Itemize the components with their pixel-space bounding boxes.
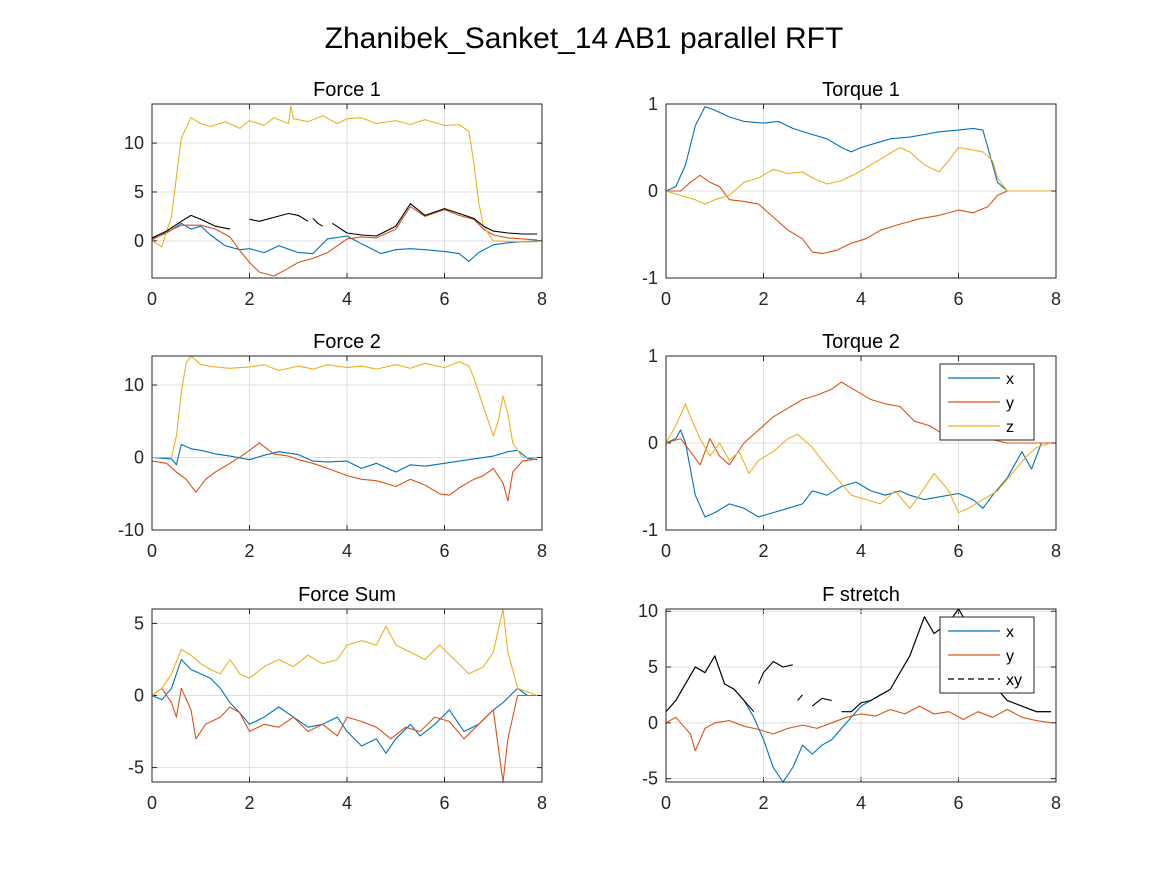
x-tick-label: 2	[758, 793, 768, 813]
axes-title: Torque 1	[822, 79, 900, 101]
series-line-z	[152, 609, 538, 697]
x-tick-label: 0	[661, 289, 671, 309]
y-tick-label: 0	[134, 686, 144, 706]
x-tick-label: 8	[537, 541, 547, 561]
x-tick-label: 4	[856, 793, 866, 813]
x-tick-label: 8	[537, 289, 547, 309]
legend: xyz	[939, 363, 1035, 441]
y-tick-label: 0	[134, 448, 144, 468]
x-tick-label: 6	[439, 289, 449, 309]
x-tick-label: 2	[244, 289, 254, 309]
axes-title: Force 1	[313, 79, 381, 101]
series-line-z	[666, 403, 1052, 514]
x-tick-label: 0	[147, 793, 157, 813]
series-line-y	[152, 206, 538, 277]
y-tick-label: -1	[642, 520, 658, 540]
y-tick-label: -1	[642, 268, 658, 288]
series-line-y	[666, 705, 1052, 752]
y-tick-label: -5	[128, 758, 144, 778]
y-tick-label: 10	[124, 375, 144, 395]
series-line-z	[152, 356, 538, 459]
y-tick-label: 1	[648, 94, 658, 114]
y-tick-label: 5	[134, 613, 144, 633]
x-tick-label: 8	[537, 793, 547, 813]
y-tick-label: 5	[134, 182, 144, 202]
axes-title: Force 2	[313, 331, 381, 353]
x-tick-label: 2	[758, 541, 768, 561]
figure-title: Zhanibek_Sanket_14 AB1 parallel RFT	[325, 22, 844, 55]
x-tick-label: 4	[342, 289, 352, 309]
legend-label: y	[1006, 648, 1014, 665]
legend-label: x	[1006, 624, 1014, 641]
series-line-x	[666, 106, 1052, 192]
x-tick-label: 0	[661, 541, 671, 561]
series-line-x	[666, 429, 1052, 518]
x-tick-label: 6	[953, 793, 963, 813]
series-group	[666, 106, 1052, 255]
series-line-xy	[666, 609, 1052, 713]
x-tick-label: 4	[342, 541, 352, 561]
y-tick-label: 0	[648, 181, 658, 201]
series-line-z	[666, 146, 1052, 205]
axes-box	[665, 608, 1057, 783]
axes-box	[151, 608, 543, 783]
legend-label: y	[1006, 395, 1014, 412]
x-tick-label: 6	[953, 289, 963, 309]
y-tick-label: 0	[648, 713, 658, 733]
legend: xy xy	[939, 616, 1035, 694]
series-line-y	[152, 687, 538, 782]
x-tick-label: 2	[244, 793, 254, 813]
x-tick-label: 6	[439, 541, 449, 561]
series-line-y	[152, 442, 538, 502]
series-line-x	[152, 222, 538, 262]
series-line-mag	[152, 203, 538, 239]
y-tick-label: 0	[648, 433, 658, 453]
series-group	[152, 609, 538, 782]
x-tick-label: 8	[1051, 541, 1061, 561]
x-tick-label: 8	[1051, 793, 1061, 813]
axes-title: F stretch	[822, 584, 900, 606]
y-tick-label: 10	[638, 601, 658, 621]
series-group	[152, 105, 538, 277]
x-tick-label: 4	[342, 793, 352, 813]
x-tick-label: 0	[147, 541, 157, 561]
y-tick-label: 10	[124, 133, 144, 153]
x-tick-label: 2	[244, 541, 254, 561]
legend-label: x	[1006, 371, 1014, 388]
axes-force-1: 0 2 4 6 8 0 5 10 Force 1	[124, 79, 547, 309]
x-tick-label: 4	[856, 289, 866, 309]
axes-title: Torque 2	[822, 331, 900, 353]
y-tick-label: 5	[648, 657, 658, 677]
x-tick-label: 8	[1051, 289, 1061, 309]
x-tick-label: 2	[758, 289, 768, 309]
y-tick-label: 0	[134, 231, 144, 251]
axes-box	[151, 103, 543, 279]
x-tick-label: 6	[953, 541, 963, 561]
x-tick-label: 4	[856, 541, 866, 561]
series-line-y	[666, 174, 1052, 255]
series-line-x	[152, 658, 538, 754]
x-tick-label: 6	[439, 793, 449, 813]
x-tick-label: 0	[147, 289, 157, 309]
y-tick-label: 1	[648, 346, 658, 366]
x-tick-label: 0	[661, 793, 671, 813]
series-group	[666, 609, 1052, 782]
legend-label: z	[1006, 419, 1014, 436]
series-line-x	[152, 443, 538, 473]
legend-label: xy	[1006, 672, 1022, 689]
y-tick-label: -5	[642, 769, 658, 789]
series-line-z	[152, 105, 538, 248]
y-tick-label: -10	[118, 520, 144, 540]
series-group	[152, 356, 538, 502]
axes-title: Force Sum	[298, 584, 396, 606]
axes-box	[151, 355, 543, 531]
axes-box	[665, 103, 1057, 279]
axes-box	[665, 355, 1057, 531]
